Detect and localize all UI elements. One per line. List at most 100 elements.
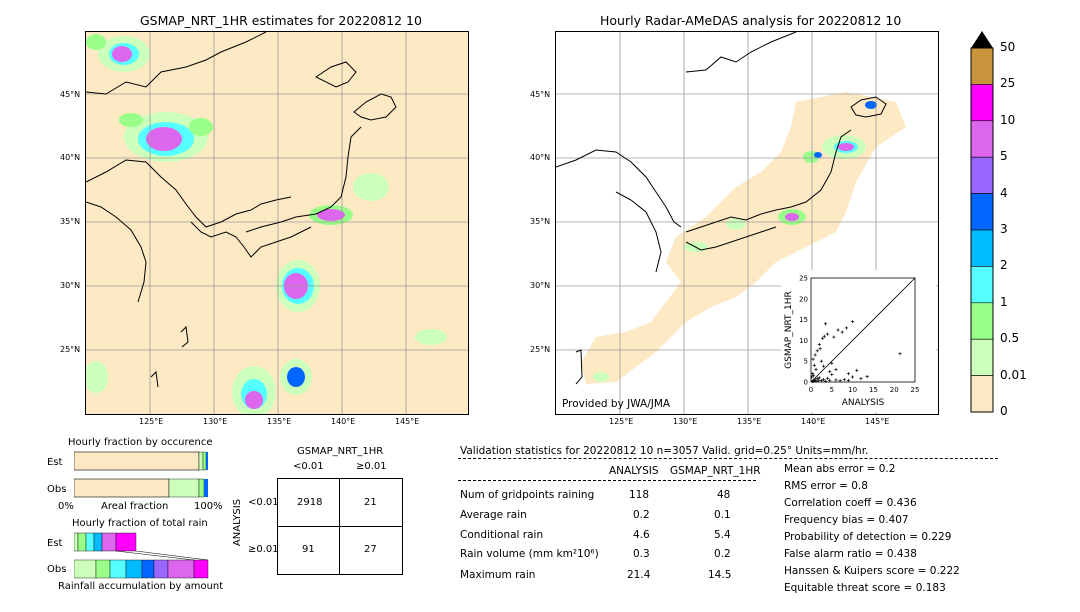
stat-analysis-conditional: 4.6	[633, 529, 650, 541]
scatter-y-tick: 20	[799, 295, 808, 303]
scatter-point	[834, 367, 838, 372]
right-map-title: Hourly Radar-AMeDAS analysis for 2022081…	[600, 13, 902, 28]
total-obs-label: Obs	[47, 564, 67, 575]
total-rain-bars	[74, 532, 209, 579]
left-lon-140: 140°E	[331, 417, 356, 426]
scatter-point	[826, 332, 830, 336]
scatter-y-tick: 25	[799, 275, 808, 283]
colorbar-segment	[970, 302, 994, 340]
contingency-row1: <0.01	[248, 497, 279, 508]
scatter-point	[832, 335, 836, 339]
scatter-point	[840, 330, 844, 334]
stat-analysis-maximum: 21.4	[627, 569, 651, 581]
occurrence-est-label: Est	[47, 457, 63, 468]
scatter-point	[823, 322, 828, 326]
contingency-row2: ≥0.01	[248, 544, 279, 555]
colorbar-segment	[970, 375, 994, 413]
scatter-point	[815, 349, 819, 353]
colorbar-label: 1	[1000, 294, 1008, 309]
scatter-inset: 0 0 5 5 10 10 15 15 20 20 25 25 ANALYSIS GSMAP_NRT_1H…	[781, 270, 936, 412]
occurrence-obs-moderate	[198, 478, 205, 498]
scatter-point	[830, 372, 834, 377]
score-ets: Equitable threat score = 0.183	[784, 582, 946, 594]
scatter-point	[823, 379, 828, 383]
right-lat-30: 30°N	[530, 281, 551, 290]
scatter-point	[826, 376, 830, 380]
left-grid	[86, 32, 468, 414]
scatter-y-tick: 5	[804, 358, 808, 366]
score-pod: Probability of detection = 0.229	[784, 531, 952, 543]
scatter-point	[898, 352, 902, 356]
left-map	[85, 31, 469, 415]
left-map-title: GSMAP_NRT_1HR estimates for 20220812 10	[140, 13, 422, 28]
stat-analysis-gridpoints: 118	[629, 489, 650, 501]
cell-dry-dry: 2918	[297, 497, 323, 508]
colorbar-segment	[970, 47, 994, 85]
right-lat-35: 35°N	[530, 217, 551, 226]
right-lon-140: 140°E	[801, 417, 826, 426]
occurrence-est-dry	[74, 451, 200, 471]
scatter-point	[822, 334, 826, 338]
scatter-point	[818, 347, 822, 351]
scatter-point	[851, 320, 855, 324]
left-lon-125: 125°E	[139, 417, 164, 426]
left-lon-145: 145°E	[395, 417, 420, 426]
total-rain-xlabel: Rainfall accumulation by amount	[58, 581, 224, 592]
scatter-y-tick: 10	[799, 337, 808, 345]
colorbar-label: 25	[1000, 76, 1016, 91]
scatter-point	[810, 375, 814, 379]
scatter-y-tick: 0	[804, 379, 808, 387]
colorbar-segment	[970, 338, 994, 376]
stat-analysis-volume: 0.3	[633, 548, 650, 560]
scatter-x-tick: 10	[848, 386, 857, 394]
scatter-point	[817, 376, 821, 380]
scatter-point	[851, 375, 855, 379]
stat-label-gridpoints: Num of gridpoints raining	[460, 489, 595, 501]
scatter-point	[821, 336, 825, 340]
contingency-col1: <0.01	[293, 461, 324, 472]
scatter-xlabel: ANALYSIS	[842, 398, 885, 408]
occurrence-est-heavy	[206, 452, 208, 470]
validation-header: Validation statistics for 20220812 10 n=…	[460, 445, 869, 457]
stat-gsmap-average: 0.1	[714, 509, 731, 521]
axis-100pct: 100%	[194, 501, 223, 512]
scatter-point	[859, 377, 863, 381]
scatter-point	[828, 370, 832, 374]
scatter-point	[834, 378, 838, 382]
scatter-point	[819, 379, 823, 383]
contingency-col2: ≥0.01	[356, 461, 387, 472]
occurrence-obs-heavy	[204, 479, 208, 497]
right-lon-130: 130°E	[673, 417, 698, 426]
scatter-point	[838, 379, 842, 383]
scatter-point	[811, 372, 815, 376]
colorbar-segment	[970, 156, 994, 194]
occurrence-bars	[74, 451, 208, 498]
right-lat-40: 40°N	[530, 153, 551, 162]
scatter-point	[812, 363, 816, 367]
col-gsmap: GSMAP_NRT_1HR	[670, 465, 761, 477]
stat-label-conditional: Conditional rain	[460, 529, 544, 541]
left-lon-135: 135°E	[267, 417, 292, 426]
scatter-point	[811, 357, 815, 361]
colorbar-label: 2	[1000, 258, 1008, 273]
right-coastline	[556, 32, 887, 385]
left-lat-30: 30°N	[60, 281, 81, 290]
colorbar-segment	[970, 84, 994, 122]
right-map: 0 0 5 5 10 10 15 15 20 20 25 25 ANALYSIS GSMAP_NRT_1H…	[555, 31, 939, 415]
scatter-point	[815, 377, 819, 381]
stat-gsmap-volume: 0.2	[714, 548, 731, 560]
right-lat-25: 25°N	[530, 345, 551, 354]
colorbar-label: 0.5	[1000, 331, 1020, 346]
scatter-point	[828, 378, 832, 382]
scatter-y-tick: 15	[799, 316, 808, 324]
colorbar-label: 10	[1000, 112, 1016, 127]
contingency-header: GSMAP_NRT_1HR	[297, 446, 384, 457]
occurrence-est-light	[198, 451, 204, 471]
axis-areal-fraction: Areal fraction	[101, 501, 169, 512]
score-correlation: Correlation coeff = 0.436	[784, 497, 917, 509]
stat-gsmap-maximum: 14.5	[708, 569, 732, 581]
left-rain-blobs	[86, 34, 447, 414]
scatter-x-tick: 5	[830, 386, 834, 394]
score-frequency-bias: Frequency bias = 0.407	[784, 514, 909, 526]
score-rmse: RMS error = 0.8	[784, 480, 868, 492]
